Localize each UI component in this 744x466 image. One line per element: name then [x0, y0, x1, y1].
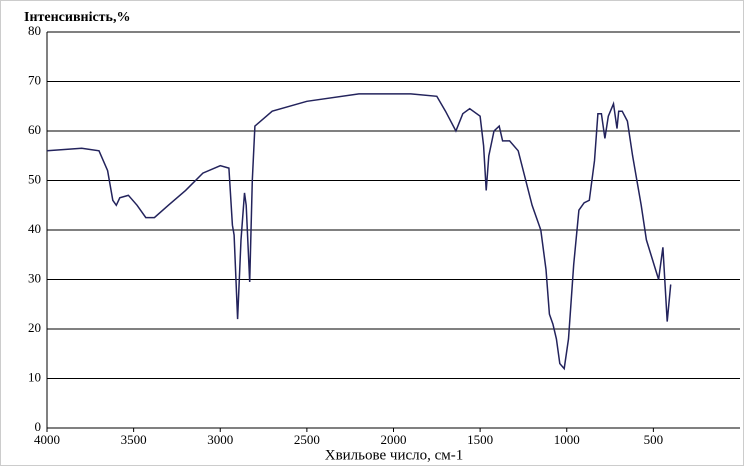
y-tick-label: 30 [28, 270, 41, 285]
x-tick-label: 1000 [554, 432, 580, 447]
y-tick-label: 20 [28, 320, 41, 335]
x-tick-label: 2000 [381, 432, 407, 447]
y-tick-label: 0 [35, 419, 42, 434]
y-tick-label: 10 [28, 369, 41, 384]
y-tick-label: 60 [28, 122, 41, 137]
y-tick-label: 40 [28, 221, 41, 236]
y-tick-label: 80 [28, 23, 41, 38]
x-tick-label: 1500 [467, 432, 493, 447]
x-tick-label: 2500 [294, 432, 320, 447]
x-axis-label: Хвильове число, см-1 [325, 447, 464, 463]
x-tick-label: 500 [644, 432, 664, 447]
x-tick-label: 3000 [207, 432, 233, 447]
chart-title: Інтенсивність,% [24, 10, 130, 25]
x-tick-label: 3500 [121, 432, 147, 447]
x-tick-label: 4000 [34, 432, 60, 447]
y-tick-label: 50 [28, 171, 41, 186]
spectrum-line [46, 93, 672, 371]
y-tick-label: 70 [28, 72, 41, 87]
